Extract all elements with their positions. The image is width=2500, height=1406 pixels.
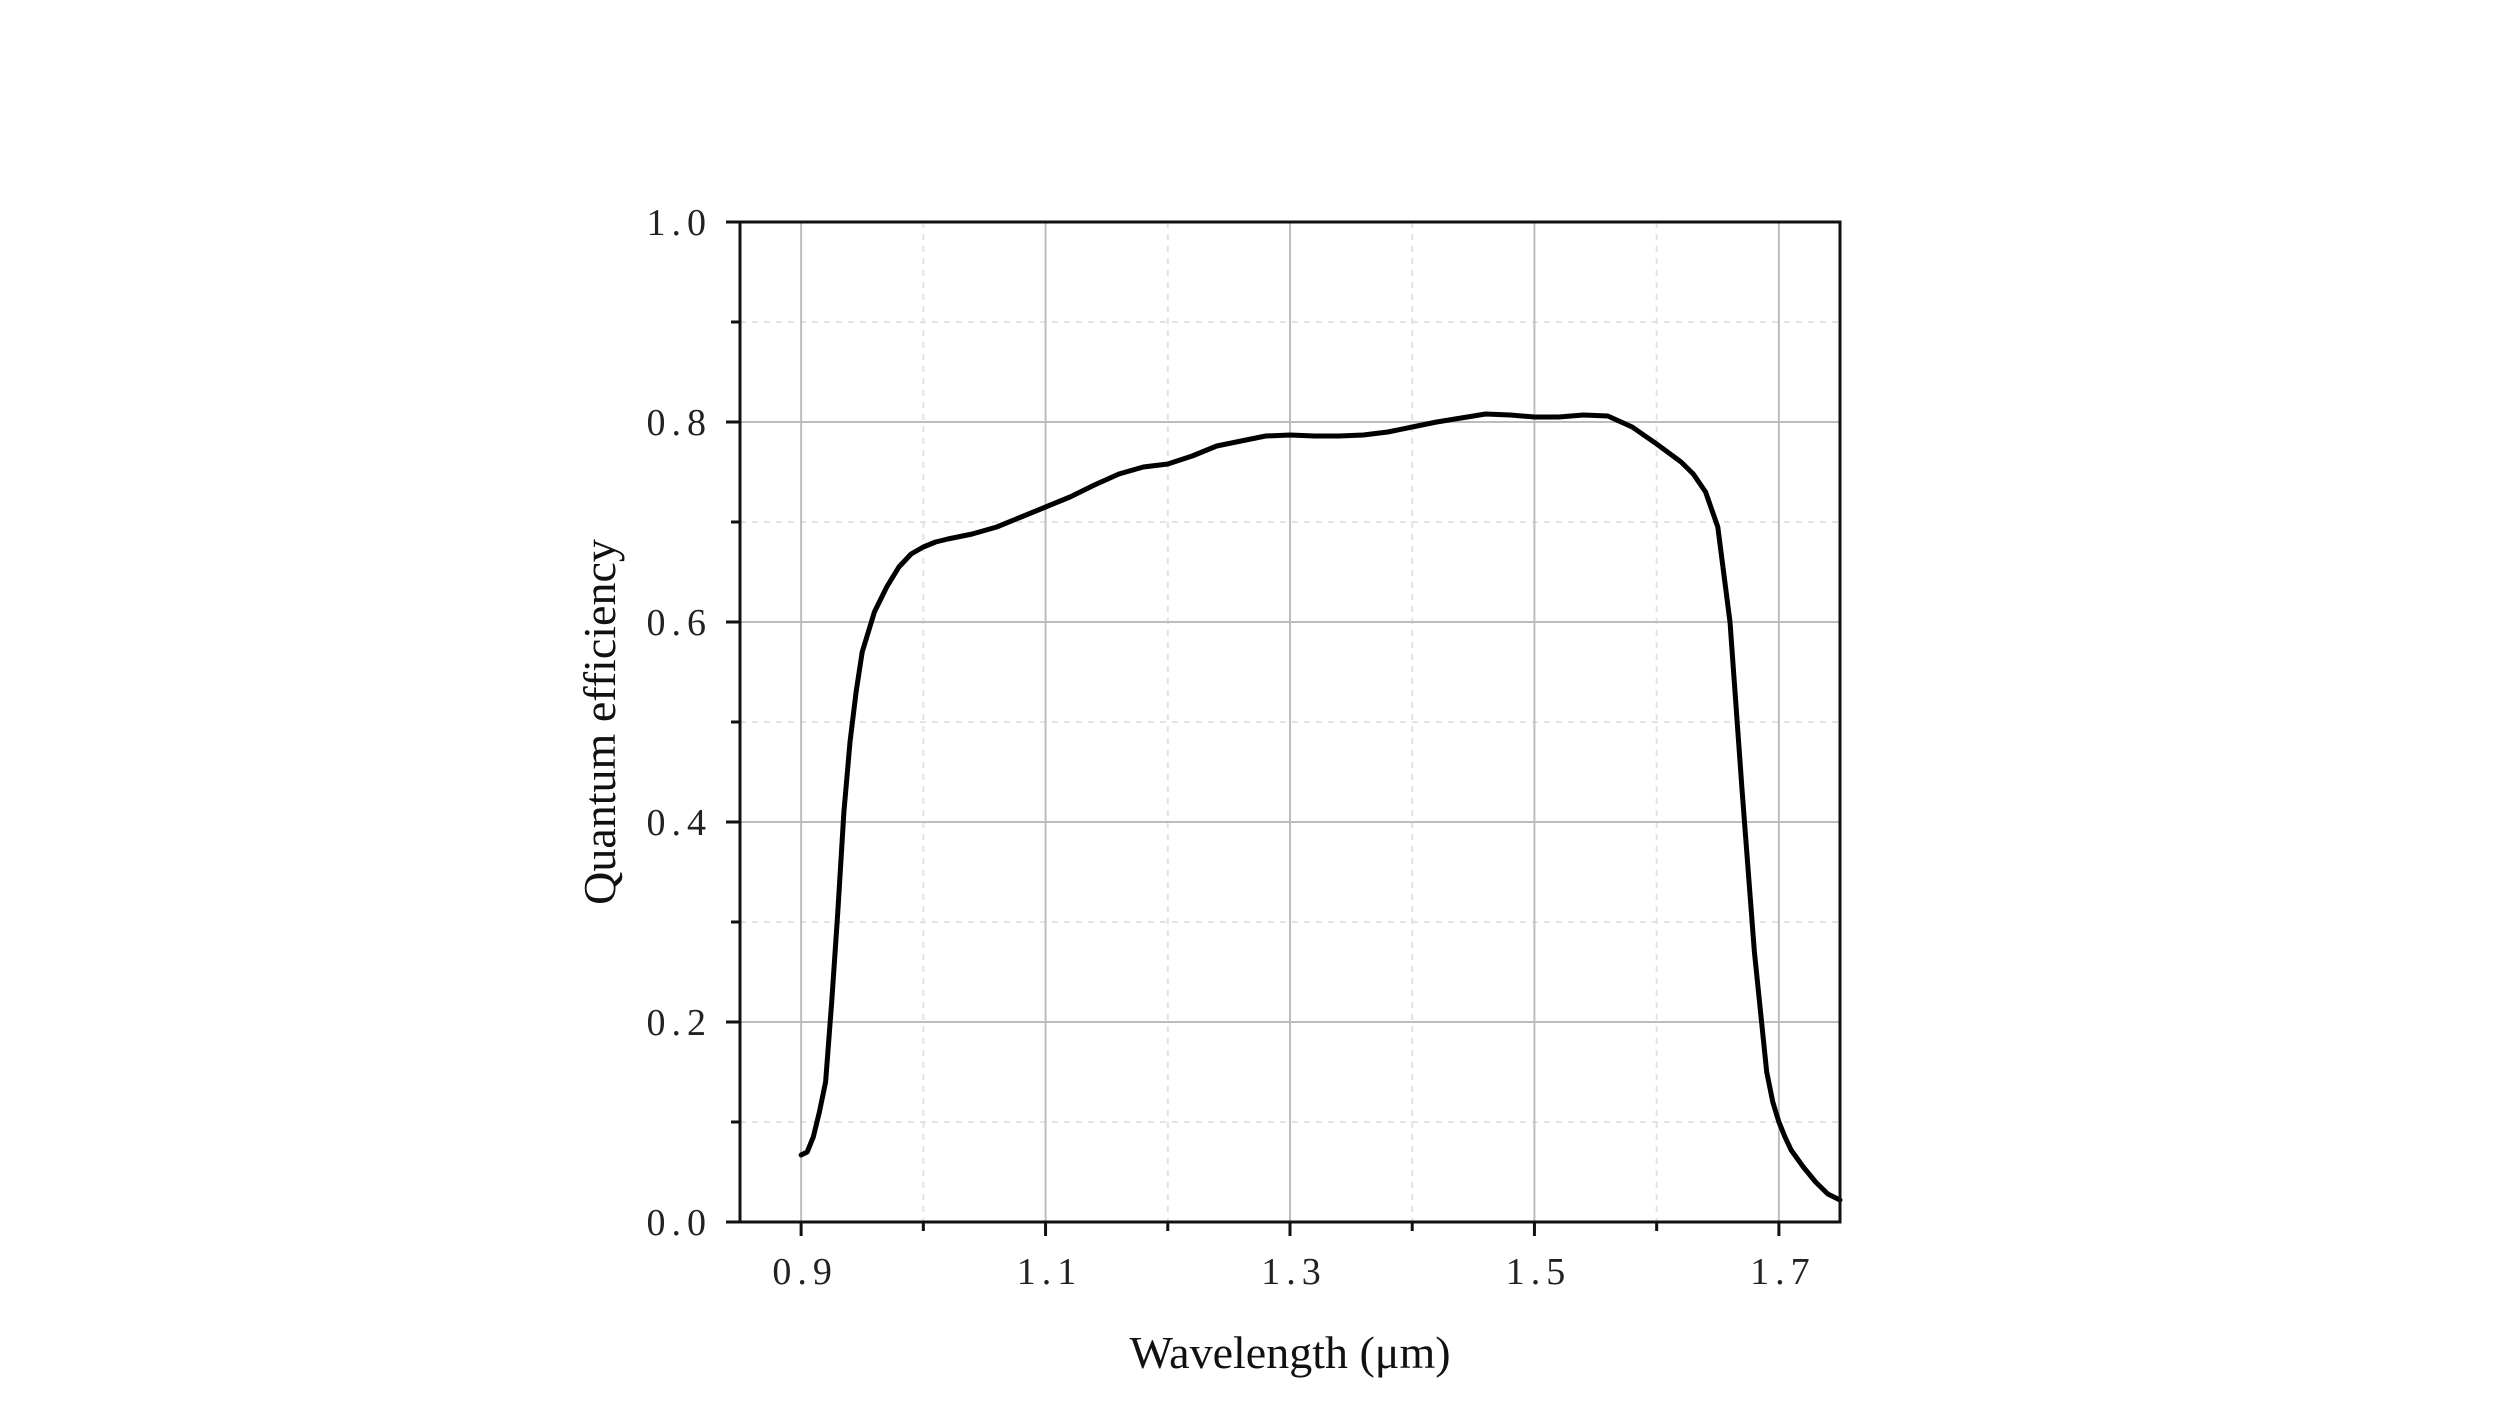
axis-ticks [726, 220, 1781, 1236]
y-tick-label: 0.8 [647, 402, 713, 444]
y-tick-label: 0.6 [647, 602, 713, 644]
y-tick-label: 0.0 [647, 1202, 713, 1244]
y-tick-label: 1.0 [647, 202, 713, 244]
quantum-efficiency-line [798, 411, 1843, 1203]
x-tick-label: 1.5 [1506, 1251, 1572, 1293]
x-tick-label: 0.9 [772, 1251, 838, 1293]
y-tick-label: 0.4 [647, 802, 713, 844]
grid-layer [740, 221, 1840, 1223]
x-tick-label: 1.7 [1750, 1251, 1816, 1293]
tick-labels: 0.9 1.1 1.3 1.5 1.7 0.0 0.2 0.4 0.6 0.8 1.0 [647, 202, 1816, 1293]
plot-frame [738, 220, 1842, 1224]
y-tick-label: 0.2 [647, 1002, 713, 1044]
series-layer [798, 411, 1843, 1203]
x-tick-label: 1.1 [1017, 1251, 1083, 1293]
y-axis-title: Quantum efficiency [574, 539, 625, 905]
x-axis-title: Wavelength (μm) [1129, 1327, 1450, 1378]
x-tick-label: 1.3 [1261, 1251, 1327, 1293]
